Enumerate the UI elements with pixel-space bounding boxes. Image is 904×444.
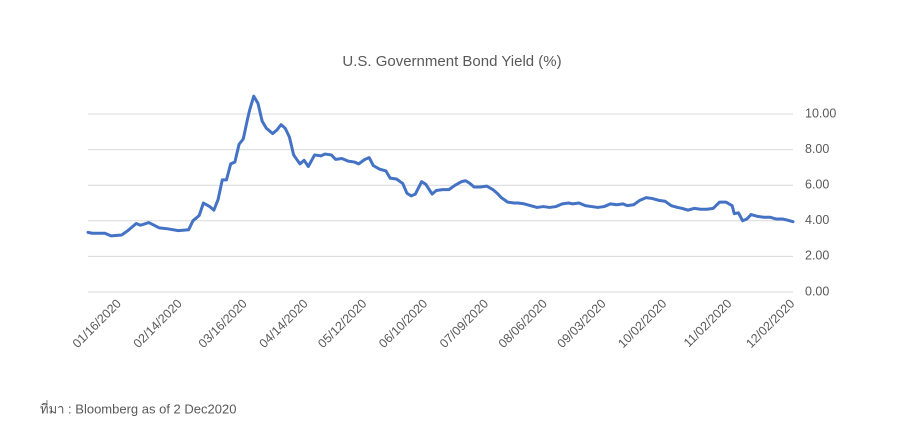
y-tick-label: 2.00 (805, 249, 829, 263)
x-tick-label: 08/06/2020 (496, 297, 550, 351)
x-tick-label: 02/14/2020 (131, 297, 185, 351)
x-tick-label: 07/09/2020 (437, 297, 491, 351)
y-tick-label: 8.00 (805, 142, 829, 156)
x-tick-label: 09/03/2020 (554, 297, 608, 351)
y-tick-label: 4.00 (805, 213, 829, 227)
chart-title: U.S. Government Bond Yield (%) (342, 53, 561, 70)
y-tick-label: 10.00 (805, 106, 836, 120)
x-tick-label: 03/16/2020 (196, 297, 250, 351)
y-tick-label: 6.00 (805, 177, 829, 191)
x-tick-label: 10/02/2020 (615, 297, 669, 351)
source-note: ที่มา : Bloomberg as of 2 Dec2020 (40, 400, 236, 416)
x-tick-label: 05/12/2020 (315, 297, 369, 351)
x-tick-label: 12/02/2020 (743, 297, 797, 351)
x-tick-label: 11/02/2020 (681, 297, 735, 351)
line-series (86, 94, 795, 238)
x-tick-label: 04/14/2020 (257, 297, 311, 351)
x-tick-label: 01/16/2020 (70, 297, 124, 351)
y-tick-label: 0.00 (805, 284, 829, 298)
x-tick-label: 06/10/2020 (376, 297, 430, 351)
